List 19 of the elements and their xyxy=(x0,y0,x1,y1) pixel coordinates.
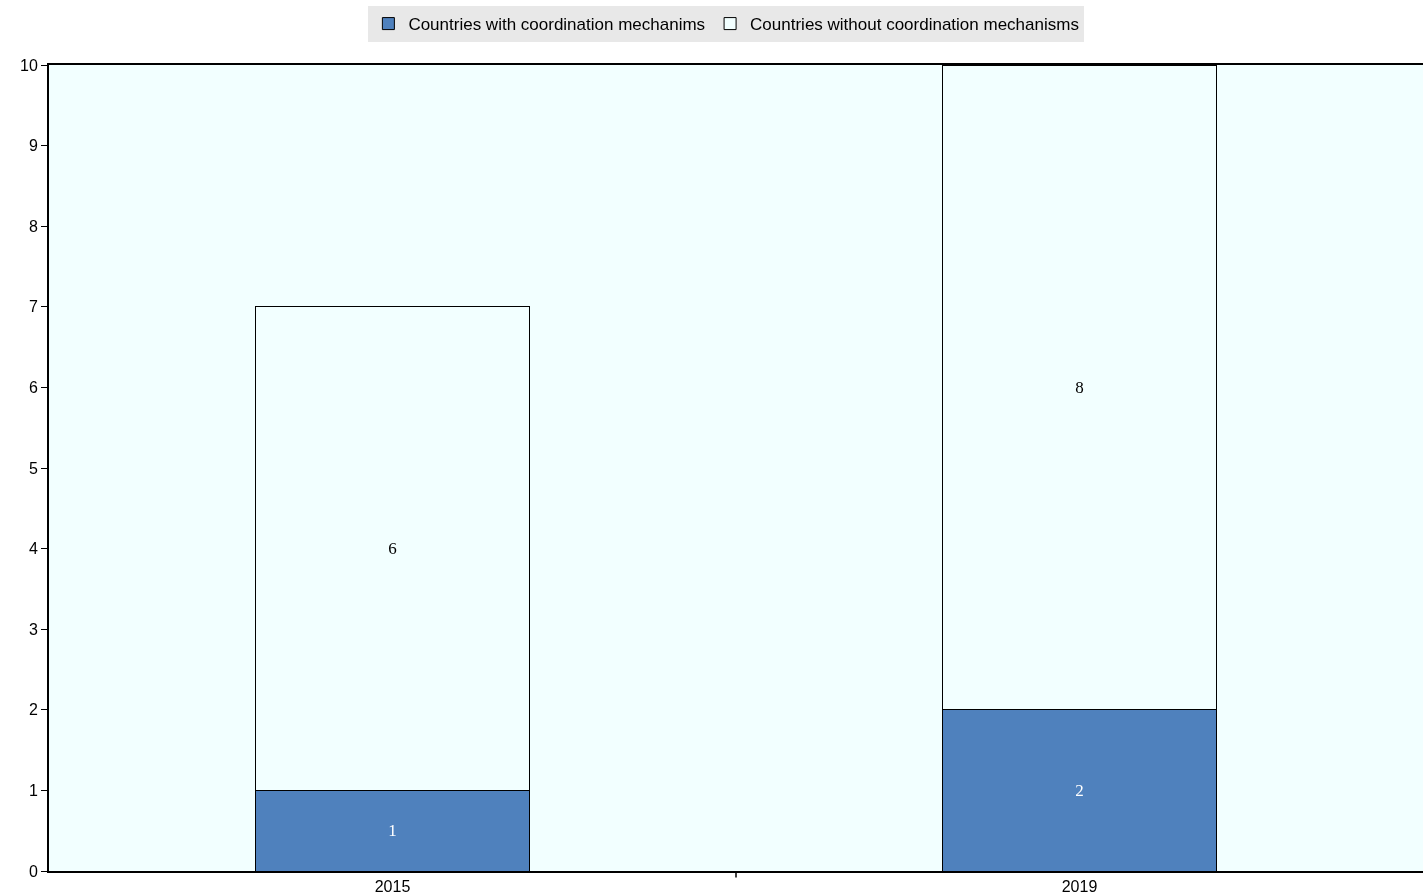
y-tick-label: 8 xyxy=(28,217,38,235)
data-label: 2 xyxy=(1075,780,1084,800)
y-tick-label: 6 xyxy=(28,379,38,396)
data-label: 8 xyxy=(1075,377,1084,397)
y-tick-label: 7 xyxy=(28,298,38,316)
y-tick-label: 10 xyxy=(20,56,38,74)
y-tick-label: 1 xyxy=(28,782,38,799)
data-label: 1 xyxy=(388,821,397,841)
y-tick-label: 3 xyxy=(28,620,38,638)
legend-label: Countries with coordination mechanims xyxy=(408,15,706,35)
data-label: 6 xyxy=(388,539,397,559)
y-tick-label: 2 xyxy=(28,701,38,719)
y-tick-label: 4 xyxy=(28,540,38,558)
legend-label: Countries without coordination mechanisms xyxy=(750,15,1079,35)
x-tick-label: 2019 xyxy=(1061,878,1098,896)
y-tick-label: 0 xyxy=(28,862,38,880)
x-tick-label: 2015 xyxy=(374,878,411,896)
y-tick-label: 9 xyxy=(28,137,38,155)
y-tick-label: 5 xyxy=(28,459,38,477)
